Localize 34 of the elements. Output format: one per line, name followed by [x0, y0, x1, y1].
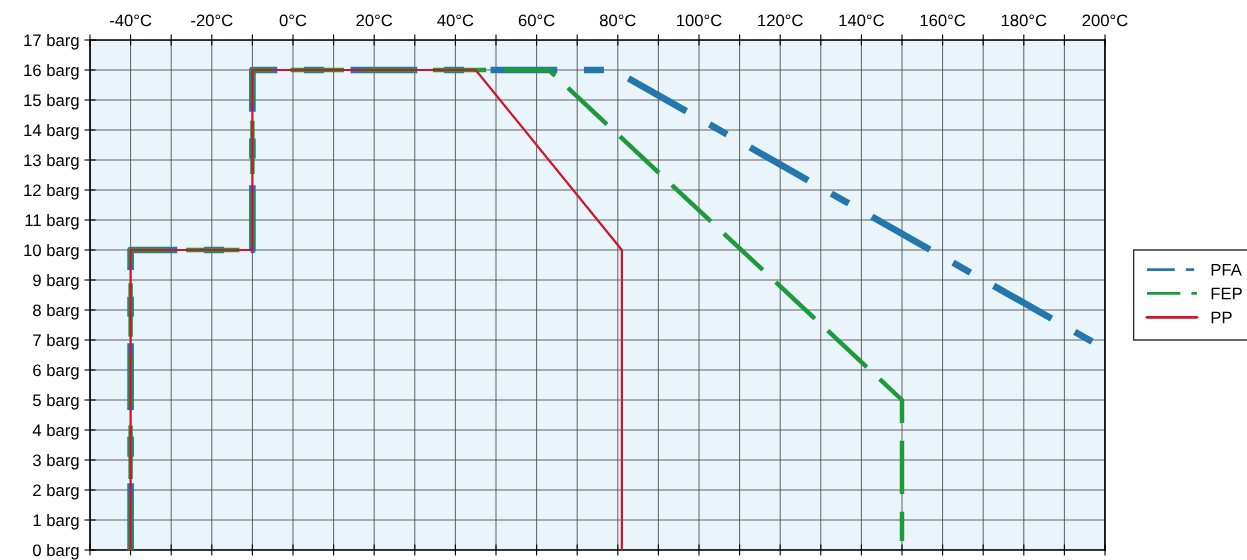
- y-tick-label: 5 barg: [33, 393, 79, 410]
- x-tick-label: 60°C: [518, 14, 555, 27]
- y-tick-label: 13 barg: [24, 153, 79, 170]
- legend-label: FEP: [1211, 287, 1242, 300]
- y-tick-label: 4 barg: [32, 423, 79, 440]
- x-tick-label: 80°C: [599, 14, 636, 27]
- y-tick-label: 6 barg: [33, 363, 79, 380]
- y-tick-label: 7 barg: [33, 333, 79, 350]
- y-tick-label: 0 barg: [32, 543, 79, 560]
- y-tick-label: 11 barg: [25, 213, 79, 230]
- y-tick-label: 14 barg: [24, 123, 79, 140]
- legend-label: PFA: [1211, 263, 1242, 276]
- y-tick-label: 9 barg: [33, 273, 79, 290]
- y-tick-label: 3 barg: [32, 453, 79, 470]
- x-tick-label: 0°C: [279, 14, 307, 27]
- x-tick-label: 100°C: [677, 14, 722, 27]
- y-tick-label: 17 barg: [24, 33, 79, 50]
- y-tick-label: 1 barg: [33, 513, 79, 530]
- y-tick-label: 8 barg: [33, 303, 79, 320]
- x-tick-label: 200°C: [1082, 14, 1128, 27]
- y-tick-label: 15 barg: [24, 93, 79, 110]
- x-tick-label: 180°C: [1001, 14, 1047, 27]
- y-tick-label: 16 barg: [24, 63, 79, 80]
- x-tick-label: -20°C: [191, 14, 233, 27]
- x-tick-label: -40°C: [109, 14, 152, 27]
- x-tick-label: 20°C: [356, 14, 393, 27]
- y-tick-label: 2 barg: [33, 483, 79, 500]
- y-tick-label: 10 barg: [24, 243, 79, 260]
- x-tick-label: 40°C: [437, 14, 474, 27]
- x-tick-label: 120°C: [758, 14, 803, 27]
- y-tick-label: 12 barg: [24, 183, 79, 200]
- x-tick-label: 160°C: [920, 14, 966, 27]
- x-tick-label: 140°C: [839, 14, 885, 27]
- legend-label: PP: [1211, 311, 1232, 324]
